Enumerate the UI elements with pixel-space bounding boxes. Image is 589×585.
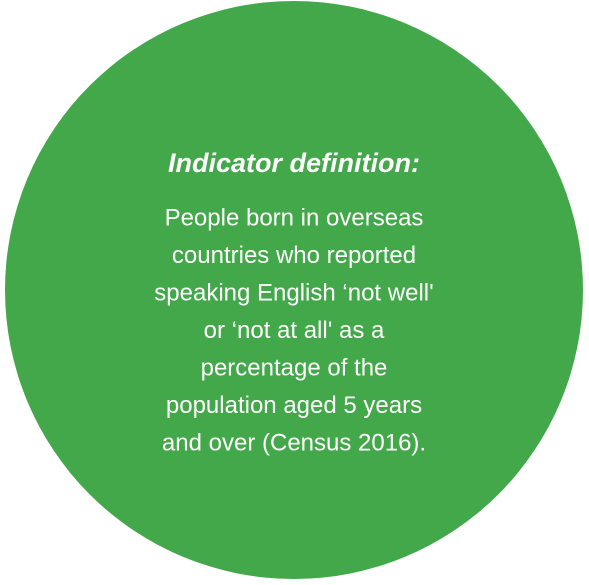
green-circle	[5, 1, 583, 579]
definition-line: countries who reported	[172, 242, 416, 269]
heading: Indicator definition:	[168, 148, 420, 178]
definition-line: percentage of the	[201, 354, 388, 381]
definition-line: People born in overseas	[165, 204, 424, 231]
definition-line: population aged 5 years	[166, 392, 422, 419]
definition-line: speaking English ‘not well'	[154, 279, 433, 306]
definition-line: and over (Census 2016).	[162, 429, 426, 456]
definition-line: or ‘not at all' as a	[204, 317, 385, 344]
